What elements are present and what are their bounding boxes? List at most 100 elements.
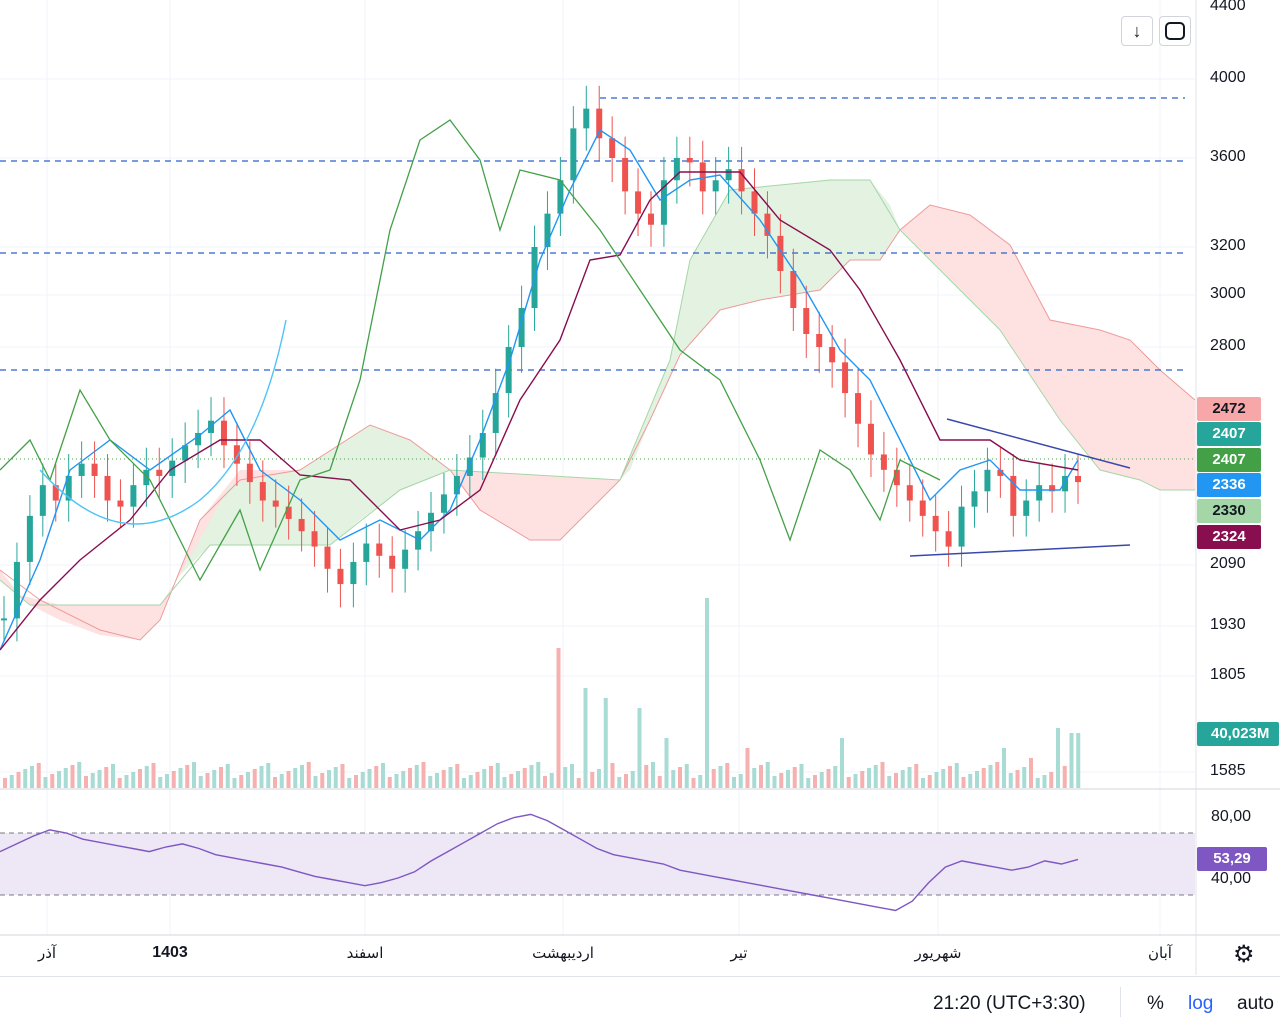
volume-bar (16, 772, 21, 788)
volume-bar (759, 765, 763, 788)
volume-bar (786, 770, 790, 788)
volume-bar (637, 708, 642, 788)
candle-body (104, 475, 111, 501)
volume-bar (833, 766, 838, 788)
volume-bar (941, 769, 946, 788)
time-axis-label: اردیبهشت (532, 945, 594, 962)
candle-body (220, 420, 227, 446)
percent-toggle[interactable]: % (1147, 993, 1164, 1014)
candle-body (997, 469, 1004, 476)
time-axis-label: 1403 (152, 944, 188, 961)
volume-bar (752, 768, 757, 788)
price-axis-label: 1585 (1210, 762, 1246, 779)
candle-body (272, 500, 279, 507)
volume-bar (826, 769, 831, 788)
auto-toggle[interactable]: auto (1237, 993, 1274, 1014)
volume-bar (927, 775, 932, 788)
time-axis-label: آذر (37, 945, 57, 962)
volume-bar (219, 767, 223, 788)
gear-icon[interactable]: ⚙ (1233, 941, 1255, 968)
volume-bar (840, 738, 844, 788)
volume-bar (97, 770, 102, 788)
candle-body (945, 531, 952, 547)
volume-bar (57, 771, 61, 788)
candle-body (583, 108, 590, 129)
candle-body (182, 445, 189, 461)
volume-bar (630, 771, 635, 788)
volume-bar (448, 767, 453, 788)
volume-bar (914, 764, 919, 788)
volume-bar (421, 762, 426, 788)
candle-body (673, 158, 680, 181)
timezone-clock[interactable]: 21:20 (UTC+3:30) (933, 993, 1086, 1014)
tenkan-price-tag: 2407 (1197, 422, 1261, 446)
rsi-axis-label: 40,00 (1211, 870, 1252, 887)
price-axis-label: 4000 (1210, 69, 1246, 86)
candle-body (1023, 500, 1030, 516)
candle-body (919, 500, 926, 516)
volume-bar (1062, 766, 1067, 788)
volume-bar (124, 775, 129, 788)
volume-bar (664, 738, 669, 788)
volume-bar (192, 762, 196, 788)
last-price-tag: 2407 (1197, 448, 1261, 472)
volume-bar (981, 768, 986, 788)
candle-body (130, 485, 137, 507)
arrow-down-icon: ↓ (1132, 20, 1142, 41)
volume-bar (570, 764, 574, 788)
time-axis-label: اسفند (346, 945, 384, 962)
candle-body (790, 271, 797, 308)
volume-bar (732, 777, 736, 788)
candle-body (971, 491, 978, 507)
price-axis-label: 4400 (1210, 0, 1246, 14)
candle-body (764, 213, 771, 236)
volume-bar (468, 775, 473, 788)
volume-bar (131, 772, 136, 788)
volume-bar (799, 764, 804, 788)
volume-bar (293, 768, 298, 788)
candle-body (1, 618, 7, 621)
volume-bar (1002, 748, 1006, 788)
candle-body (65, 475, 72, 501)
volume-bar (867, 768, 871, 788)
volume-bar (495, 763, 500, 788)
volume-bar (880, 762, 885, 788)
candle-body (156, 469, 163, 476)
volume-bar (549, 773, 554, 788)
volume-bar (455, 764, 460, 788)
time-axis-label: تیر (730, 945, 748, 962)
volume-bar (306, 762, 311, 788)
volume-bar (1029, 758, 1033, 788)
candle-body (660, 180, 667, 225)
candle-body (246, 463, 253, 483)
fullscreen-button[interactable] (1159, 16, 1191, 46)
volume-bar (374, 766, 379, 788)
volume-bar (387, 777, 392, 788)
log-toggle[interactable]: log (1188, 993, 1214, 1014)
volume-bar (394, 774, 399, 788)
volume-bar (819, 772, 824, 788)
volume-bar (279, 774, 284, 788)
candle-body (389, 555, 396, 569)
volume-bar (765, 762, 770, 788)
download-button[interactable]: ↓ (1121, 16, 1153, 46)
volume-bar (300, 765, 304, 788)
candle-body (233, 445, 240, 464)
volume-bar (894, 773, 898, 788)
kijun-line (0, 171, 1079, 651)
volume-bar (725, 763, 730, 788)
cloud-bull-1 (180, 425, 450, 575)
volume-bar (671, 770, 676, 788)
volume-tag: 40,023M (1197, 722, 1279, 746)
volume-bar (516, 771, 520, 788)
volume-bar (401, 771, 406, 788)
volume-bar (333, 767, 338, 788)
candle-body (337, 568, 344, 585)
volume-bar (1035, 778, 1040, 788)
volume-bar (657, 776, 662, 788)
candle-body (816, 334, 823, 347)
volume-bar (225, 764, 230, 788)
volume-bar (502, 777, 507, 788)
